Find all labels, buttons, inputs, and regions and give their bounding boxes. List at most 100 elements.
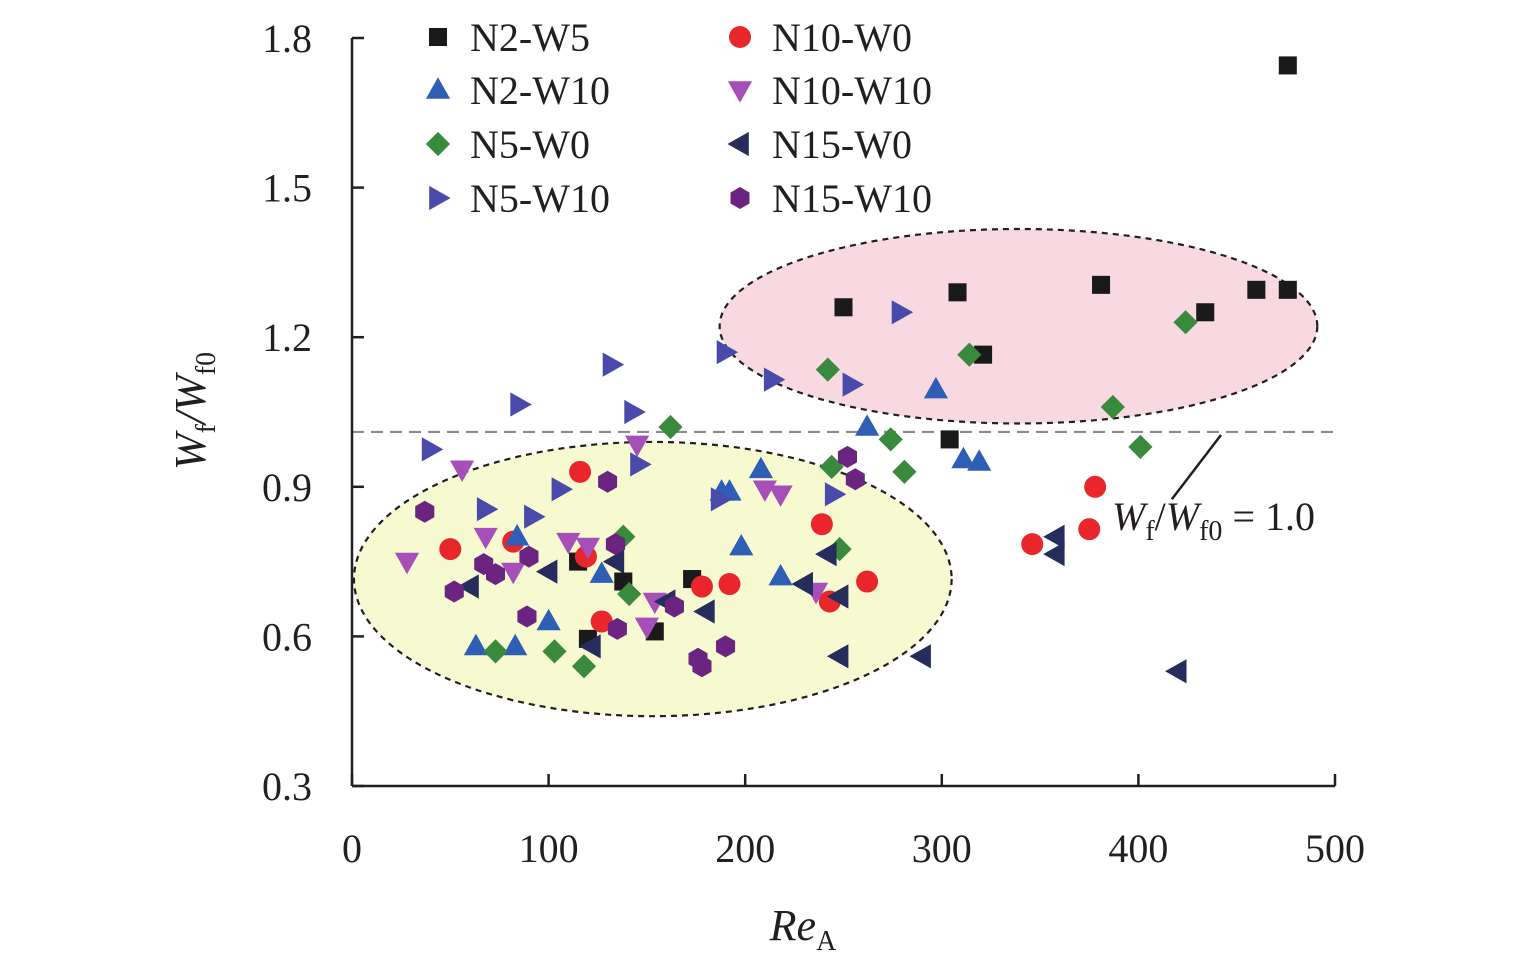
data-point [693,599,715,624]
legend-item: N2-W5 [428,15,590,60]
data-point [834,298,853,317]
data-point [855,414,880,436]
data-point [1078,518,1101,541]
data-point [473,527,498,550]
data-point [951,446,976,469]
series-N10-W0 [439,460,1107,633]
high-region-ellipse [718,227,1319,425]
legend-marker [428,27,448,47]
data-point [579,634,601,659]
axes-layer: 0 100 200 300 400 500 0.3 0.6 0.9 1.2 1.5 1.8 [262,16,1365,871]
axis-labels-layer: ReA Wf/Wf0 [166,352,837,957]
data-point [692,655,712,678]
y-tick-label: 1.2 [262,315,312,360]
data-point [815,357,840,382]
data-point [605,533,625,556]
data-point [837,445,857,468]
data-point [536,608,561,631]
series-N15-W0 [457,524,1187,684]
data-point [948,283,967,302]
data-point [1196,303,1215,322]
data-point [517,605,537,628]
x-tick-label: 300 [912,826,972,871]
data-point [748,456,773,479]
legend-label: N10-W10 [772,68,932,113]
legend-label: N15-W0 [772,122,912,167]
data-point [625,435,650,458]
legend-item: N10-W0 [729,15,912,60]
data-point [1278,280,1297,299]
data-point [842,372,864,397]
data-point [940,430,959,449]
data-point [716,635,736,658]
legend-item: N2-W10 [425,68,610,113]
data-point [486,563,505,586]
data-point [856,570,879,593]
legend-label: N5-W10 [470,176,610,221]
data-point [718,573,741,596]
reference-line-leader [1170,434,1222,501]
legend-marker [429,185,451,211]
data-point [463,633,488,656]
data-point [501,562,526,585]
data-point [421,437,444,462]
data-point [690,575,713,598]
legend-marker [729,26,751,48]
data-point [551,477,573,502]
data-point [1278,56,1297,75]
x-tick-label: 100 [519,826,579,871]
data-point [542,639,567,664]
legend-label: N2-W10 [470,68,610,113]
data-point [729,534,754,556]
data-point [827,537,852,562]
x-tick-label: 500 [1305,826,1365,871]
series-N5-W10 [421,300,914,529]
data-point [1128,434,1153,459]
data-point [519,545,539,568]
data-point [1165,659,1187,684]
data-point [510,392,532,417]
data-point [505,524,530,546]
data-point [598,470,618,493]
data-point [763,367,786,392]
data-point [957,342,982,367]
legend-marker [730,187,750,209]
data-point [826,644,849,669]
legend-marker [425,131,451,157]
legend-marker [425,77,451,99]
reference-line-layer: Wf/Wf0 = 1.0 [352,430,1335,547]
data-point [524,504,546,529]
data-point [439,538,462,561]
legend-item: N5-W10 [429,176,610,221]
points-layer [394,56,1297,684]
series-N15-W10 [415,445,865,678]
data-point [1247,280,1266,299]
data-point [1084,475,1107,498]
data-point [476,497,499,522]
data-point [394,552,420,575]
y-tick-label: 1.8 [262,16,312,61]
data-point [607,617,627,640]
series-N5-W0 [483,310,1198,679]
data-point [556,532,581,555]
legend-marker [727,81,753,103]
legend-label: N15-W10 [772,176,932,221]
y-tick-label: 0.9 [262,465,312,510]
data-point [716,340,739,365]
data-point [891,300,914,325]
data-point [444,580,464,603]
data-point [590,610,613,633]
data-point [791,571,813,597]
data-point [630,452,652,477]
data-point [1092,275,1111,294]
data-point [824,482,847,507]
data-point [810,513,833,536]
legend-marker [727,131,749,157]
series-N10-W10 [394,435,829,640]
reference-line-label: Wf/Wf0 = 1.0 [1112,494,1315,547]
data-point [768,485,793,507]
data-point [1043,542,1065,567]
data-point [624,399,646,425]
legend-item: N5-W0 [425,122,590,167]
data-point [815,542,837,567]
